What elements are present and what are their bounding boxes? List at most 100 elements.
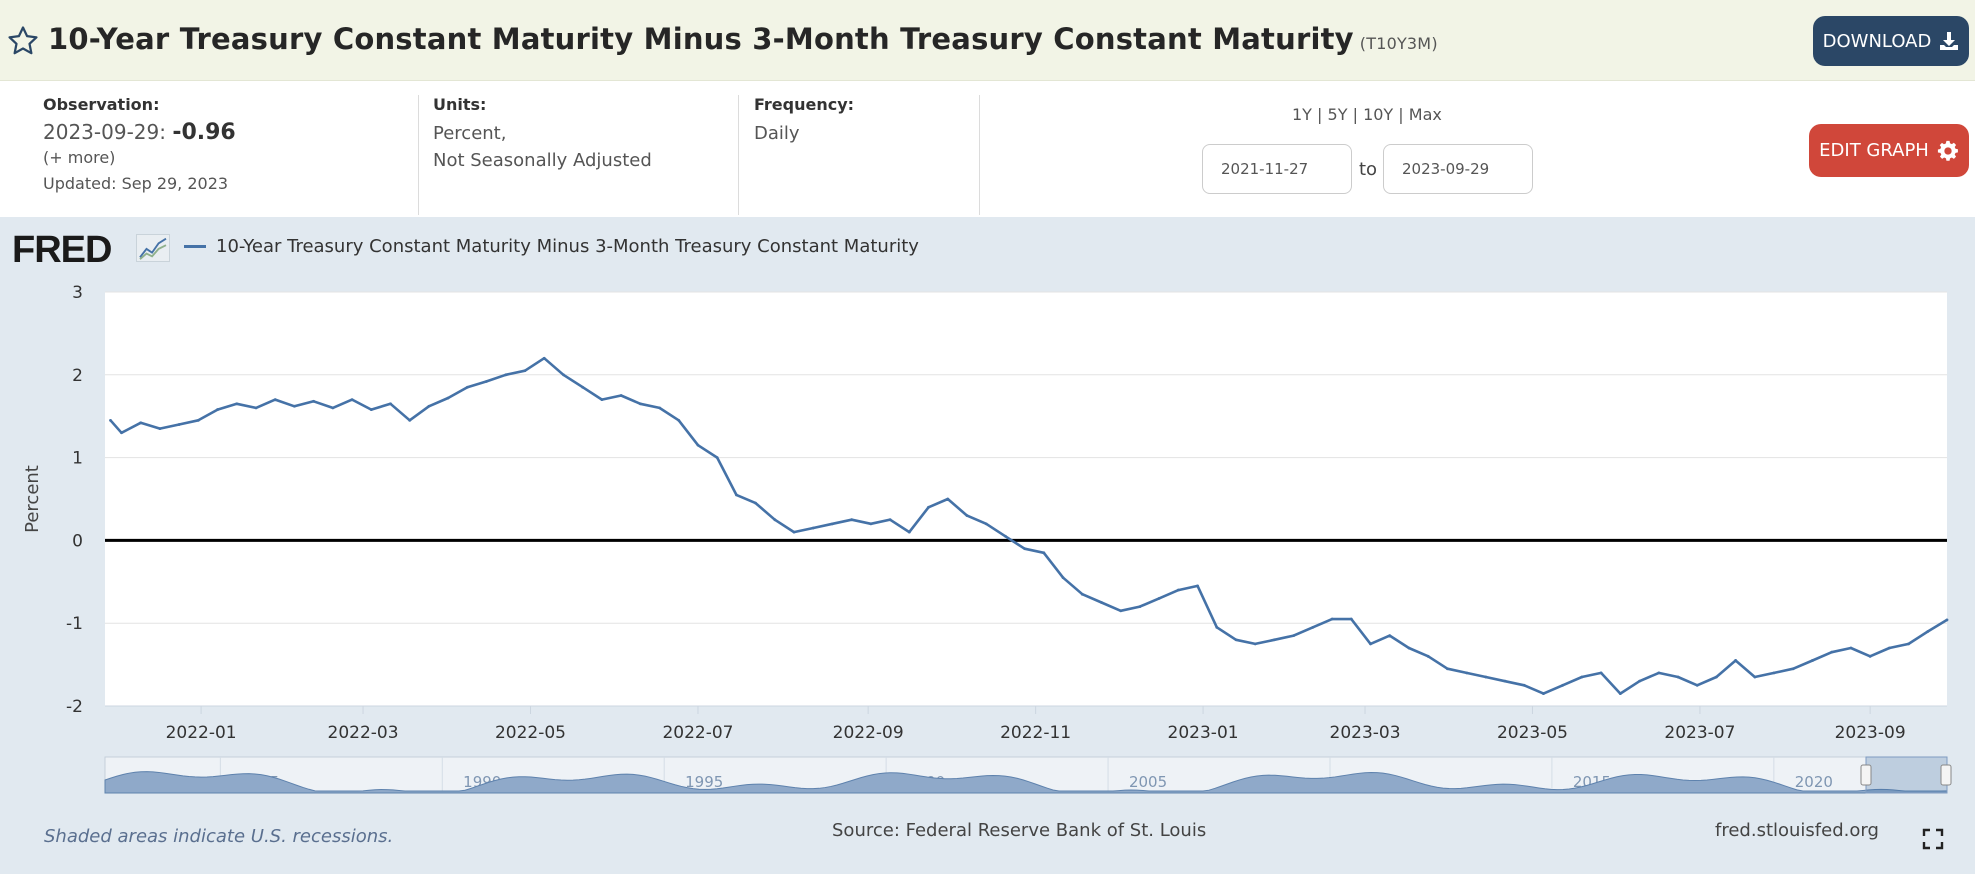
data-point: [1542, 692, 1545, 695]
trend-logo-icon: [136, 234, 170, 262]
frequency-value: Daily: [754, 123, 800, 144]
data-point: [1638, 679, 1641, 683]
y-tick-label: 2: [72, 366, 83, 386]
end-date-input[interactable]: 2023-09-29: [1383, 144, 1533, 194]
source-url[interactable]: fred.stlouisfed.org: [1715, 820, 1879, 841]
data-point: [1042, 551, 1046, 555]
data-point: [1061, 576, 1065, 580]
data-point: [293, 404, 296, 408]
data-point: [158, 427, 162, 431]
data-point: [1330, 617, 1334, 621]
data-point: [1561, 683, 1565, 687]
data-point: [1657, 671, 1661, 675]
divider: [979, 95, 980, 215]
data-point: [542, 356, 546, 360]
data-point: [1868, 654, 1872, 658]
y-tick-label: -1: [66, 614, 83, 634]
gear-icon: [1937, 140, 1958, 161]
star-icon[interactable]: [6, 24, 40, 58]
y-tick-label: 0: [72, 531, 83, 551]
data-point: [965, 514, 969, 517]
data-point: [754, 501, 758, 505]
data-point: [581, 385, 585, 389]
data-point: [619, 394, 623, 397]
chart-legend[interactable]: 10-Year Treasury Constant Maturity Minus…: [184, 236, 919, 257]
download-button[interactable]: DOWNLOAD: [1813, 16, 1969, 66]
navigator-tick-label: 1995: [685, 773, 723, 791]
x-tick-label: 2023-09: [1835, 723, 1906, 743]
navigator-handle[interactable]: [1940, 764, 1952, 786]
data-point: [273, 398, 277, 402]
x-tick-label: 2022-03: [328, 723, 399, 743]
data-point: [1004, 534, 1007, 538]
data-point: [1772, 671, 1776, 675]
data-point: [389, 402, 392, 406]
x-tick-label: 2022-01: [166, 723, 237, 743]
data-point: [1445, 667, 1449, 671]
y-tick-label: 3: [72, 283, 83, 303]
observation-label: Observation:: [43, 95, 160, 114]
x-tick-label: 2022-09: [833, 723, 904, 743]
y-tick-label: -2: [66, 697, 83, 717]
data-point: [1791, 667, 1795, 671]
navigator-window[interactable]: [1865, 756, 1948, 794]
more-link[interactable]: (+ more): [43, 148, 116, 167]
data-point: [1023, 547, 1027, 551]
navigator-tick-label: 2020: [1795, 773, 1833, 791]
data-point: [927, 505, 930, 509]
start-date-input[interactable]: 2021-11-27: [1202, 144, 1352, 194]
range-max-link[interactable]: Max: [1408, 105, 1442, 124]
x-tick-label: 2022-05: [495, 723, 566, 743]
data-point: [1715, 675, 1718, 679]
data-point: [907, 530, 911, 534]
source-text: Source: Federal Reserve Bank of St. Loui…: [832, 820, 1207, 841]
range-10y-link[interactable]: 10Y: [1363, 105, 1394, 124]
fred-logo[interactable]: FRED: [12, 229, 112, 271]
units-line-1: Percent,: [433, 123, 507, 144]
series-meta: Observation: 2023-09-29: -0.96 (+ more) …: [0, 81, 1975, 217]
data-point: [638, 402, 642, 406]
series-id: (T10Y3M): [1359, 34, 1438, 53]
data-point: [1945, 618, 1949, 622]
fullscreen-icon[interactable]: [1922, 828, 1944, 850]
x-tick-label: 2023-07: [1664, 723, 1735, 743]
line-chart[interactable]: 3 2 1 0 -1 -2 2022-01 2022-03 2022-05 2022-07 2022…: [0, 217, 1975, 817]
data-point: [1119, 609, 1123, 613]
data-point: [1176, 588, 1180, 592]
data-point: [1503, 679, 1507, 683]
edit-graph-button[interactable]: EDIT GRAPH: [1809, 124, 1969, 177]
data-point: [1311, 625, 1315, 629]
divider: [418, 95, 419, 215]
frequency-block: Frequency: Daily: [754, 95, 854, 147]
units-label: Units:: [433, 95, 487, 114]
data-point: [1522, 683, 1526, 687]
data-point: [1215, 625, 1219, 629]
data-point: [331, 406, 335, 410]
range-1y-link[interactable]: 1Y: [1292, 105, 1312, 124]
navigator-series: [104, 771, 1948, 794]
plot-area: [105, 292, 1947, 706]
data-point: [792, 530, 796, 534]
data-point: [120, 431, 123, 435]
data-point: [1138, 605, 1142, 609]
updated-date: Updated: Sep 29, 2023: [43, 174, 229, 193]
range-5y-link[interactable]: 5Y: [1327, 105, 1348, 124]
data-point: [1907, 642, 1910, 646]
data-point: [811, 526, 815, 530]
chart-panel: FRED 10-Year Treasury Constant Maturity …: [0, 217, 1975, 874]
data-point: [1734, 659, 1738, 662]
divider: [738, 95, 739, 215]
download-icon: [1940, 32, 1959, 50]
data-point: [369, 408, 373, 411]
data-point: [1388, 634, 1392, 638]
data-point: [1196, 584, 1199, 588]
observation-value: 2023-09-29: -0.96: [43, 120, 236, 145]
data-point: [235, 402, 239, 406]
data-point: [1369, 642, 1372, 646]
navigator-handle[interactable]: [1860, 764, 1872, 786]
data-point: [850, 518, 854, 522]
data-point: [504, 373, 508, 377]
data-point: [1695, 683, 1699, 687]
data-point: [1484, 675, 1488, 679]
data-point: [139, 421, 143, 425]
